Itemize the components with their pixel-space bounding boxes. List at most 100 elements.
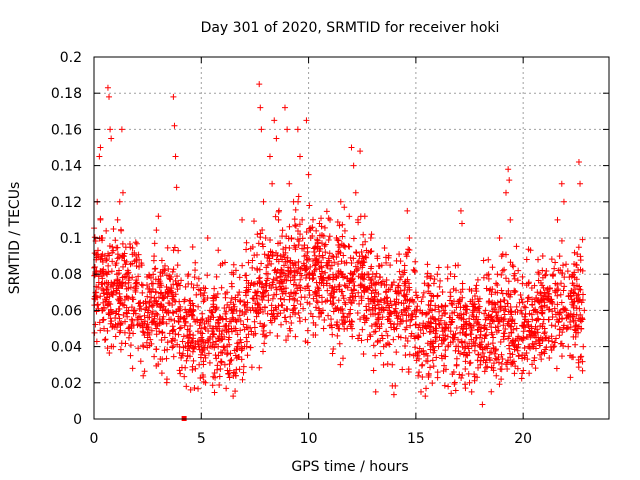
data-point	[535, 269, 542, 276]
data-point	[390, 336, 397, 343]
data-point	[533, 294, 540, 301]
data-point	[524, 356, 531, 363]
data-point	[187, 331, 194, 338]
data-point	[234, 340, 241, 347]
data-point	[372, 281, 379, 288]
data-point	[450, 285, 457, 292]
data-point	[103, 227, 110, 234]
data-point	[466, 379, 473, 386]
data-point	[538, 303, 545, 310]
data-point	[476, 309, 483, 316]
data-point	[359, 326, 366, 333]
data-point	[519, 310, 526, 317]
data-point	[163, 355, 170, 362]
data-point	[420, 330, 427, 337]
data-point	[238, 356, 245, 363]
data-point	[218, 358, 225, 365]
data-point	[403, 324, 410, 331]
data-point	[232, 388, 239, 395]
data-point	[259, 241, 266, 248]
data-point	[487, 316, 494, 323]
data-point	[339, 221, 346, 228]
data-point	[105, 262, 112, 269]
data-point	[505, 335, 512, 342]
data-point	[192, 365, 199, 372]
data-point	[575, 315, 582, 322]
data-point	[169, 344, 176, 351]
data-point	[297, 231, 304, 238]
data-point	[561, 283, 568, 290]
data-point	[269, 249, 276, 256]
data-point	[507, 323, 514, 330]
data-point	[544, 286, 551, 293]
data-point	[471, 293, 478, 300]
data-point	[372, 289, 379, 296]
data-point	[354, 335, 361, 342]
data-point	[91, 234, 98, 241]
data-point	[97, 293, 104, 300]
data-point	[408, 310, 415, 317]
data-point	[366, 331, 373, 338]
data-point	[535, 316, 542, 323]
data-point	[348, 259, 355, 266]
data-point	[349, 333, 356, 340]
data-point	[229, 310, 236, 317]
data-point	[223, 385, 230, 392]
data-point	[201, 324, 208, 331]
data-point	[216, 381, 223, 388]
data-point	[136, 313, 143, 320]
data-point	[518, 307, 525, 314]
data-point	[234, 343, 241, 350]
data-point	[243, 338, 250, 345]
data-point	[483, 332, 490, 339]
data-point	[272, 284, 279, 291]
data-point	[236, 289, 243, 296]
data-point	[325, 275, 332, 282]
data-point	[404, 207, 411, 214]
data-point	[361, 259, 368, 266]
data-point	[132, 310, 139, 317]
data-point	[112, 321, 119, 328]
data-point	[397, 258, 404, 265]
data-point	[509, 359, 516, 366]
data-point	[378, 332, 385, 339]
data-point	[108, 268, 115, 275]
data-point	[342, 283, 349, 290]
data-point	[190, 284, 197, 291]
data-point	[109, 258, 116, 265]
data-point	[157, 280, 164, 287]
data-point	[411, 268, 418, 275]
data-point	[306, 202, 313, 209]
data-point	[382, 289, 389, 296]
data-point	[471, 371, 478, 378]
data-point	[256, 278, 263, 285]
data-point	[255, 301, 262, 308]
data-point	[244, 288, 251, 295]
data-point	[425, 318, 432, 325]
data-point	[503, 189, 509, 196]
data-point	[299, 216, 306, 223]
data-point	[216, 313, 223, 320]
data-point	[375, 316, 382, 323]
data-point	[361, 276, 368, 283]
axis-ticks: 0 0.02 0.04 0.06 0.08 0.1 0.12 0.14 0.16 0.18 0.2 0…	[51, 50, 609, 447]
data-point	[552, 289, 559, 296]
data-point	[524, 298, 531, 305]
data-point	[383, 259, 390, 266]
data-point	[419, 373, 426, 380]
data-point	[317, 273, 324, 280]
data-point	[574, 292, 581, 299]
data-point	[480, 274, 487, 281]
data-point	[450, 368, 457, 375]
data-point	[123, 304, 130, 311]
data-point	[573, 305, 580, 312]
data-point	[170, 310, 177, 317]
data-point	[531, 282, 538, 289]
data-point	[529, 361, 536, 368]
data-point	[429, 380, 436, 387]
data-point	[101, 280, 108, 287]
data-point	[355, 289, 362, 296]
data-point	[247, 324, 254, 331]
data-point	[139, 282, 146, 289]
x-tick-label: 20	[514, 431, 532, 447]
